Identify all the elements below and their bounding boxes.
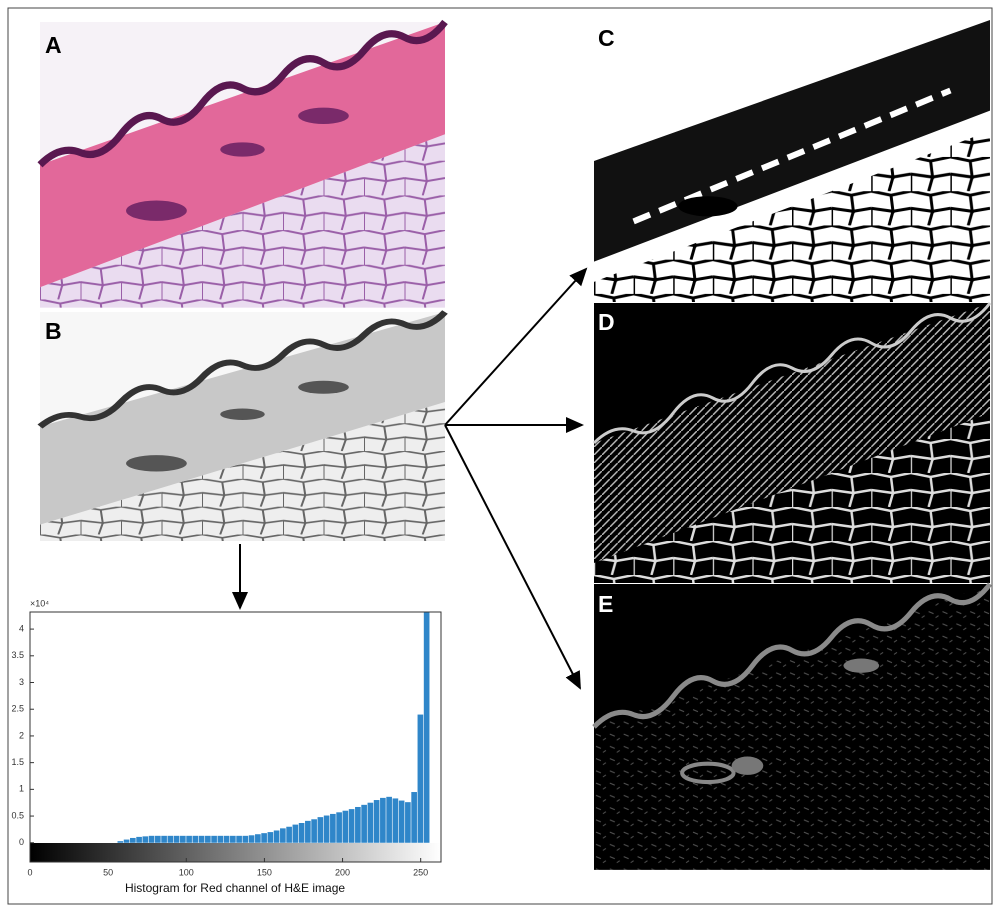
panel-label: D xyxy=(598,309,615,335)
bar xyxy=(243,836,249,843)
bar xyxy=(361,805,367,843)
bar xyxy=(411,792,417,843)
bar xyxy=(336,812,342,842)
panel-d-image xyxy=(594,303,990,583)
panel-c-image xyxy=(594,20,990,302)
bar xyxy=(274,830,280,842)
bar xyxy=(418,715,424,843)
bar xyxy=(136,837,142,843)
bar xyxy=(255,834,261,843)
bar xyxy=(130,838,136,843)
bar xyxy=(161,836,167,843)
y-tick-label: 1.5 xyxy=(11,757,24,767)
panel-label: C xyxy=(598,25,615,51)
bar xyxy=(230,836,236,843)
bar xyxy=(349,809,355,843)
bar xyxy=(155,836,161,843)
bar xyxy=(236,836,242,843)
panel-e-image xyxy=(594,584,990,870)
bar xyxy=(324,816,330,843)
x-tick-label: 250 xyxy=(413,867,428,877)
bar xyxy=(268,832,274,843)
bar xyxy=(280,828,286,842)
bar xyxy=(224,836,230,843)
bar xyxy=(386,797,392,843)
colorbar xyxy=(30,843,441,862)
bar xyxy=(199,836,205,843)
bar xyxy=(368,803,374,843)
x-tick-label: 150 xyxy=(257,867,272,877)
panel-label: B xyxy=(45,318,62,344)
bar xyxy=(211,836,217,843)
bar xyxy=(118,841,124,843)
bar xyxy=(149,836,155,843)
bar xyxy=(305,821,311,843)
bar xyxy=(174,836,180,843)
bar xyxy=(311,819,317,843)
y-tick-label: 2 xyxy=(19,730,24,740)
figure: A B C D E 0 0.5 1 1.5 2 2.5 3 3.5 4 0 50 100 150 200 2… xyxy=(0,0,993,905)
bar xyxy=(286,827,292,843)
bar xyxy=(405,802,411,843)
bar xyxy=(124,840,130,843)
bar xyxy=(399,801,405,843)
bar xyxy=(318,817,324,843)
bar xyxy=(249,835,255,842)
bar xyxy=(355,807,361,843)
bar xyxy=(218,836,224,843)
panel-b-image xyxy=(40,312,445,541)
panel-label: E xyxy=(598,591,613,617)
bar xyxy=(193,836,199,843)
bar xyxy=(393,798,399,842)
bar xyxy=(330,814,336,843)
bar xyxy=(143,836,149,842)
y-tick-label: 1 xyxy=(19,784,24,794)
panel-label: A xyxy=(45,32,62,58)
panel-a-image xyxy=(40,22,445,308)
bar xyxy=(180,836,186,843)
bar xyxy=(380,798,386,843)
x-tick-label: 50 xyxy=(103,867,113,877)
y-tick-label: 3 xyxy=(19,677,24,687)
y-tick-label: 2.5 xyxy=(11,704,24,714)
y-tick-label: 4 xyxy=(19,623,24,633)
bar xyxy=(168,836,174,843)
bar xyxy=(374,800,380,843)
y-tick-label: 0.5 xyxy=(11,810,24,820)
x-tick-label: 200 xyxy=(335,867,350,877)
y-tick-label: 3.5 xyxy=(11,650,24,660)
bar xyxy=(299,823,305,843)
y-tick-label: 0 xyxy=(19,837,24,847)
x-tick-label: 0 xyxy=(27,867,32,877)
exponent-label: ×10⁴ xyxy=(30,598,49,608)
x-tick-label: 100 xyxy=(179,867,194,877)
bar xyxy=(186,836,192,843)
bar xyxy=(205,836,211,843)
bar xyxy=(261,833,267,843)
bar xyxy=(343,811,349,843)
histogram-caption: Histogram for Red channel of H&E image xyxy=(125,881,345,895)
bar xyxy=(293,825,299,843)
